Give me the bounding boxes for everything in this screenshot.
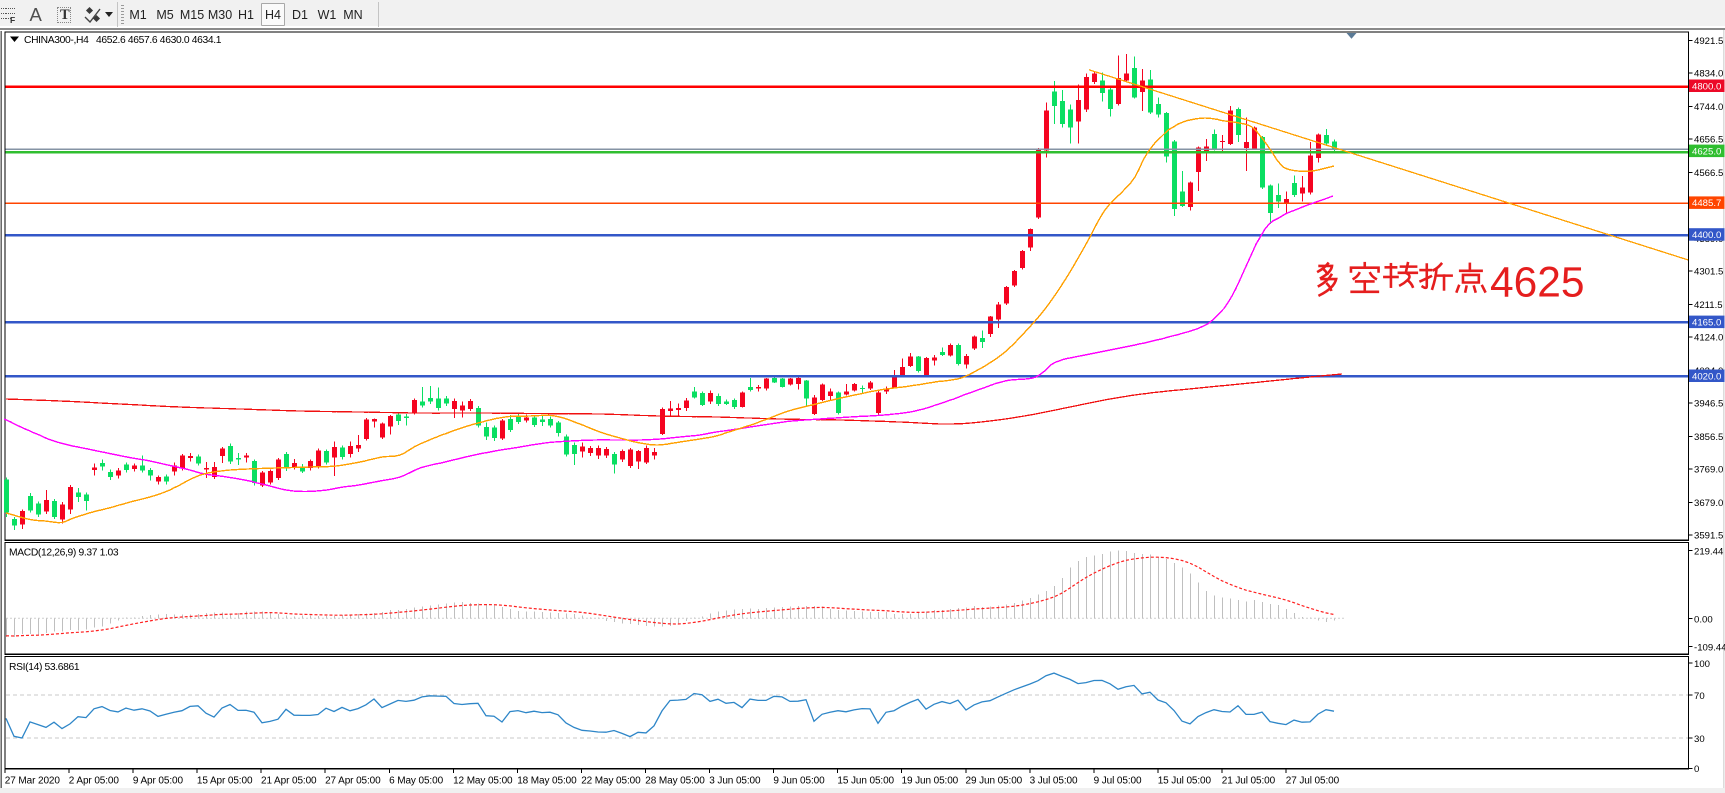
svg-text:15 Jun 05:00: 15 Jun 05:00 <box>837 776 894 787</box>
svg-text:0: 0 <box>1694 764 1699 775</box>
svg-text:9 Jul 05:00: 9 Jul 05:00 <box>1094 776 1142 787</box>
svg-text:4921.5: 4921.5 <box>1694 36 1723 47</box>
svg-text:4625: 4625 <box>1490 260 1585 307</box>
svg-text:15 Apr 05:00: 15 Apr 05:00 <box>197 776 253 787</box>
svg-text:3679.0: 3679.0 <box>1694 498 1723 509</box>
svg-text:4834.0: 4834.0 <box>1694 69 1723 80</box>
svg-text:3856.5: 3856.5 <box>1694 432 1723 443</box>
svg-text:4301.5: 4301.5 <box>1694 267 1723 278</box>
svg-text:21 Jul 05:00: 21 Jul 05:00 <box>1222 776 1276 787</box>
svg-text:219.44: 219.44 <box>1694 547 1724 558</box>
svg-text:MACD(12,26,9) 9.37 1.03: MACD(12,26,9) 9.37 1.03 <box>9 548 119 559</box>
svg-text:4485.7: 4485.7 <box>1692 198 1721 209</box>
svg-text:4566.5: 4566.5 <box>1694 168 1723 179</box>
svg-text:CHINA300-,H4 4652.6 4657.6 4: CHINA300-,H4 4652.6 4657.6 4630.0 4634.1 <box>24 35 222 46</box>
svg-text:3 Jun 05:00: 3 Jun 05:00 <box>709 776 761 787</box>
svg-text:0.00: 0.00 <box>1694 614 1713 625</box>
svg-text:3 Jul 05:00: 3 Jul 05:00 <box>1030 776 1078 787</box>
svg-text:12 May 05:00: 12 May 05:00 <box>453 776 513 787</box>
svg-text:4020.0: 4020.0 <box>1692 371 1721 382</box>
svg-text:4744.0: 4744.0 <box>1694 102 1723 113</box>
svg-text:6 May 05:00: 6 May 05:00 <box>389 776 443 787</box>
svg-text:28 May 05:00: 28 May 05:00 <box>645 776 705 787</box>
svg-text:22 May 05:00: 22 May 05:00 <box>581 776 641 787</box>
svg-text:4124.0: 4124.0 <box>1694 333 1723 344</box>
svg-text:18 May 05:00: 18 May 05:00 <box>517 776 577 787</box>
svg-text:30: 30 <box>1694 734 1705 745</box>
svg-text:4656.5: 4656.5 <box>1694 135 1723 146</box>
svg-text:9 Apr 05:00: 9 Apr 05:00 <box>133 776 184 787</box>
svg-text:9 Jun 05:00: 9 Jun 05:00 <box>773 776 825 787</box>
svg-text:19 Jun 05:00: 19 Jun 05:00 <box>902 776 959 787</box>
svg-text:4211.5: 4211.5 <box>1694 300 1723 311</box>
svg-text:15 Jul 05:00: 15 Jul 05:00 <box>1158 776 1212 787</box>
svg-text:3769.0: 3769.0 <box>1694 465 1723 476</box>
svg-text:29 Jun 05:00: 29 Jun 05:00 <box>966 776 1023 787</box>
svg-text:2 Apr 05:00: 2 Apr 05:00 <box>69 776 120 787</box>
svg-text:27 Jul 05:00: 27 Jul 05:00 <box>1286 776 1340 787</box>
svg-text:27 Apr 05:00: 27 Apr 05:00 <box>325 776 381 787</box>
svg-text:4625.0: 4625.0 <box>1692 146 1721 157</box>
svg-text:27 Mar 2020: 27 Mar 2020 <box>5 776 61 787</box>
svg-text:4165.0: 4165.0 <box>1692 317 1721 328</box>
svg-text:RSI(14) 53.6861: RSI(14) 53.6861 <box>9 662 80 673</box>
svg-text:70: 70 <box>1694 691 1705 702</box>
svg-text:100: 100 <box>1694 659 1710 670</box>
svg-text:-109.44: -109.44 <box>1694 642 1725 653</box>
svg-text:3591.5: 3591.5 <box>1694 531 1723 542</box>
svg-text:4400.0: 4400.0 <box>1692 230 1721 241</box>
svg-text:21 Apr 05:00: 21 Apr 05:00 <box>261 776 317 787</box>
svg-text:3946.5: 3946.5 <box>1694 399 1723 410</box>
svg-text:4800.0: 4800.0 <box>1692 81 1721 92</box>
